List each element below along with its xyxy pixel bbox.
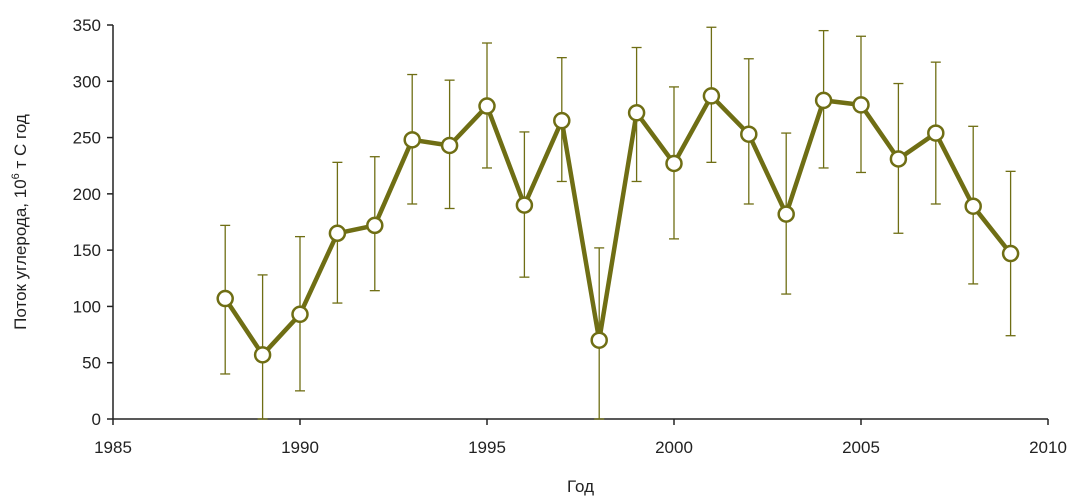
data-point <box>478 97 496 115</box>
y-tick-label: 350 <box>73 16 101 35</box>
x-tick-label: 2005 <box>842 438 880 457</box>
x-axis-title: Год <box>567 477 594 496</box>
data-point <box>515 196 534 214</box>
y-tick-label: 50 <box>82 354 101 373</box>
data-point <box>964 197 982 215</box>
data-point <box>253 346 272 364</box>
y-axis-title-exponent: 6 <box>10 173 22 179</box>
series-line <box>223 93 1013 358</box>
x-tick-label: 2000 <box>655 438 693 457</box>
data-point <box>440 136 459 155</box>
x-tick-label: 1990 <box>281 438 319 457</box>
y-tick-label: 100 <box>73 297 101 316</box>
markers <box>216 87 1020 364</box>
y-axis-title-prefix: Поток углерода, 10 <box>11 179 30 329</box>
y-tick-label: 0 <box>92 410 101 429</box>
y-tick-label: 150 <box>73 241 101 260</box>
series <box>223 93 1013 358</box>
data-point <box>553 111 571 130</box>
data-point <box>852 96 870 114</box>
data-point <box>702 87 721 105</box>
data-point <box>814 91 833 110</box>
data-point <box>216 289 234 308</box>
data-point <box>889 150 908 168</box>
axes: 1985 1990 1995 2000 2005 2010 0 50 100 150 200 250 3… <box>73 16 1067 457</box>
data-point <box>740 125 758 143</box>
y-axis-title-suffix: т С год <box>11 114 30 173</box>
data-point <box>291 305 309 324</box>
y-tick-label: 250 <box>73 129 101 148</box>
data-point <box>927 124 945 142</box>
data-point <box>590 331 608 349</box>
data-point <box>403 131 421 149</box>
y-axis-title: Поток углерода, 106 т С год <box>10 114 30 330</box>
data-point <box>328 224 347 243</box>
data-point <box>366 216 384 235</box>
y-tick-label: 200 <box>73 185 101 204</box>
x-tick-label: 1995 <box>468 438 506 457</box>
y-tick-label: 300 <box>73 72 101 91</box>
data-point <box>665 154 683 173</box>
data-point <box>1001 244 1020 263</box>
x-tick-label: 1985 <box>94 438 132 457</box>
data-point <box>777 205 795 223</box>
x-tick-label: 2010 <box>1029 438 1067 457</box>
data-point <box>627 104 646 122</box>
